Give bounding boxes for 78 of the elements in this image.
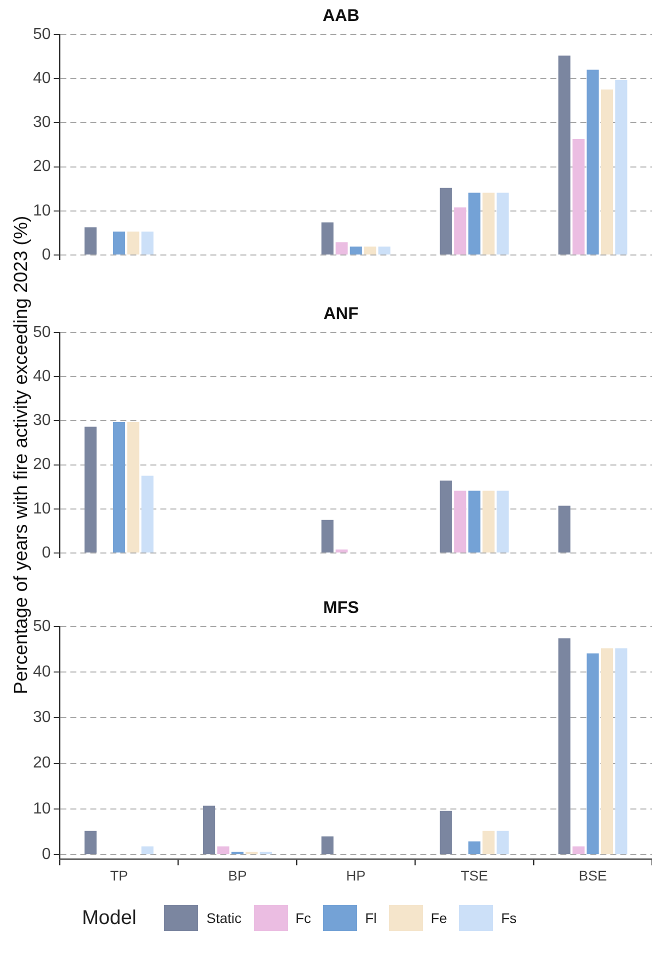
bar bbox=[440, 188, 452, 254]
y-tick-label: 20 bbox=[33, 456, 51, 474]
y-tick-label: 40 bbox=[33, 70, 51, 87]
chart-title: MFS bbox=[323, 598, 359, 617]
bar bbox=[586, 70, 599, 254]
y-tick-label: 0 bbox=[42, 246, 51, 264]
bar bbox=[112, 422, 126, 552]
bar bbox=[127, 422, 140, 552]
bar bbox=[482, 830, 495, 854]
x-tick-label: HP bbox=[346, 867, 366, 884]
bar bbox=[217, 846, 230, 854]
legend-label: Fs bbox=[501, 910, 517, 926]
bar bbox=[321, 222, 334, 254]
y-tick-label: 20 bbox=[33, 754, 51, 772]
bar bbox=[141, 476, 154, 552]
legend-label: Static bbox=[206, 910, 242, 926]
bar bbox=[468, 841, 480, 854]
bar bbox=[378, 246, 390, 254]
legend-label: Fl bbox=[365, 910, 377, 926]
legend-label: Fe bbox=[430, 910, 448, 926]
y-axis-title: Percentage of years with fire activity exceeding 2023 (%) bbox=[11, 216, 33, 694]
bar bbox=[496, 830, 509, 854]
bar bbox=[496, 490, 509, 552]
y-tick-label: 10 bbox=[33, 800, 51, 818]
y-tick-label: 40 bbox=[33, 368, 51, 385]
bar bbox=[141, 846, 154, 854]
legend-title: Model bbox=[82, 906, 136, 930]
bar bbox=[572, 138, 585, 254]
bar bbox=[454, 207, 466, 254]
bar bbox=[440, 480, 452, 552]
y-tick-label: 40 bbox=[33, 663, 51, 680]
y-tick-label: 0 bbox=[42, 846, 51, 864]
x-tick-label: BSE bbox=[578, 867, 607, 884]
bar bbox=[112, 232, 126, 254]
bar bbox=[84, 227, 97, 254]
bar bbox=[141, 232, 154, 254]
bar bbox=[468, 192, 480, 254]
y-tick-label: 0 bbox=[42, 544, 51, 562]
bar bbox=[600, 90, 614, 254]
bar bbox=[84, 830, 97, 854]
bar bbox=[468, 490, 480, 552]
bar bbox=[482, 192, 495, 254]
y-tick-label: 10 bbox=[33, 500, 51, 518]
bar bbox=[336, 549, 348, 552]
y-tick-label: 50 bbox=[33, 26, 51, 43]
legend-label: Fc bbox=[296, 910, 312, 926]
bar bbox=[558, 56, 570, 254]
y-tick-label: 20 bbox=[33, 158, 51, 176]
y-tick-label: 30 bbox=[33, 709, 51, 726]
chart-title: ANF bbox=[324, 304, 358, 323]
bar bbox=[615, 648, 628, 854]
bar bbox=[600, 648, 614, 854]
bar bbox=[84, 426, 97, 552]
x-tick-label: TP bbox=[110, 867, 128, 884]
y-tick-label: 50 bbox=[33, 324, 51, 341]
y-tick-label: 50 bbox=[33, 618, 51, 635]
y-tick-label: 10 bbox=[33, 202, 51, 220]
bar bbox=[127, 232, 140, 254]
x-tick-label: TSE bbox=[460, 867, 488, 884]
bar bbox=[321, 836, 334, 854]
bar bbox=[615, 80, 628, 254]
bar bbox=[586, 653, 599, 854]
bar bbox=[440, 810, 452, 854]
bar bbox=[558, 638, 570, 854]
bar bbox=[364, 246, 376, 254]
bar bbox=[454, 490, 466, 552]
bar bbox=[202, 806, 216, 854]
bar bbox=[321, 520, 334, 552]
bar bbox=[496, 192, 509, 254]
bar bbox=[350, 246, 362, 254]
bar bbox=[558, 506, 570, 552]
y-tick-label: 30 bbox=[33, 114, 51, 132]
y-tick-label: 30 bbox=[33, 412, 51, 430]
bar bbox=[336, 242, 348, 254]
bar bbox=[482, 490, 495, 552]
x-tick-label: BP bbox=[228, 867, 247, 884]
chart-title: AAB bbox=[322, 6, 360, 25]
bar bbox=[572, 846, 585, 854]
